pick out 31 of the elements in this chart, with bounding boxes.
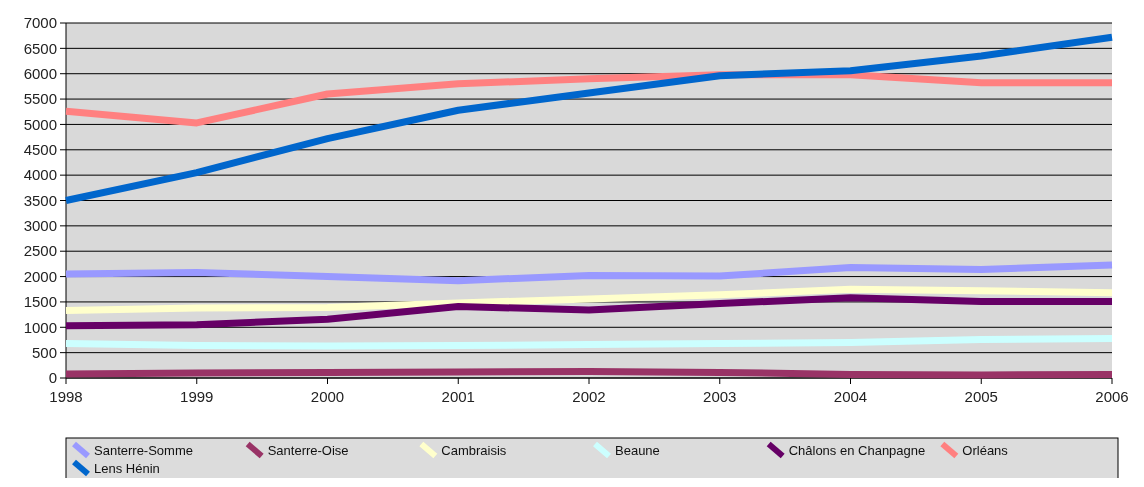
- y-tick-label: 6500: [23, 39, 57, 57]
- legend-label: Orléans: [962, 442, 1009, 458]
- y-tick-label: 2000: [23, 267, 57, 285]
- legend-label: Lens Hénin: [94, 460, 160, 476]
- y-tick-label: 0: [48, 369, 57, 387]
- y-tick-label: 5500: [23, 90, 57, 108]
- y-tick-label: 3000: [23, 217, 57, 235]
- legend-label: Cambraisis: [441, 442, 507, 458]
- x-tick-label: 2000: [310, 388, 345, 405]
- y-tick-label: 4500: [23, 141, 57, 159]
- y-tick-label: 7000: [23, 14, 57, 32]
- x-tick-label: 2003: [703, 388, 737, 405]
- legend-label: Santerre-Oise: [267, 442, 349, 458]
- x-tick-label: 2005: [964, 388, 998, 405]
- y-tick-label: 6000: [23, 64, 57, 82]
- y-tick-label: 5000: [23, 115, 57, 133]
- y-tick-label: 4000: [23, 166, 57, 184]
- x-tick-label: 1999: [180, 388, 214, 405]
- legend-label: Châlons en Chanpagne: [788, 442, 926, 458]
- x-tick-label: 2006: [1095, 388, 1129, 405]
- x-tick-label: 2002: [572, 388, 606, 405]
- y-tick-label: 1500: [23, 293, 57, 311]
- y-tick-label: 3500: [23, 191, 57, 209]
- x-tick-label: 1998: [49, 388, 83, 405]
- x-tick-label: 2001: [441, 388, 475, 405]
- x-tick-label: 2004: [833, 388, 868, 405]
- y-tick-label: 1000: [23, 318, 57, 336]
- legend-label: Beaune: [615, 442, 660, 458]
- legend-label: Santerre-Somme: [94, 442, 193, 458]
- y-tick-label: 500: [31, 343, 57, 361]
- y-tick-label: 2500: [23, 242, 57, 260]
